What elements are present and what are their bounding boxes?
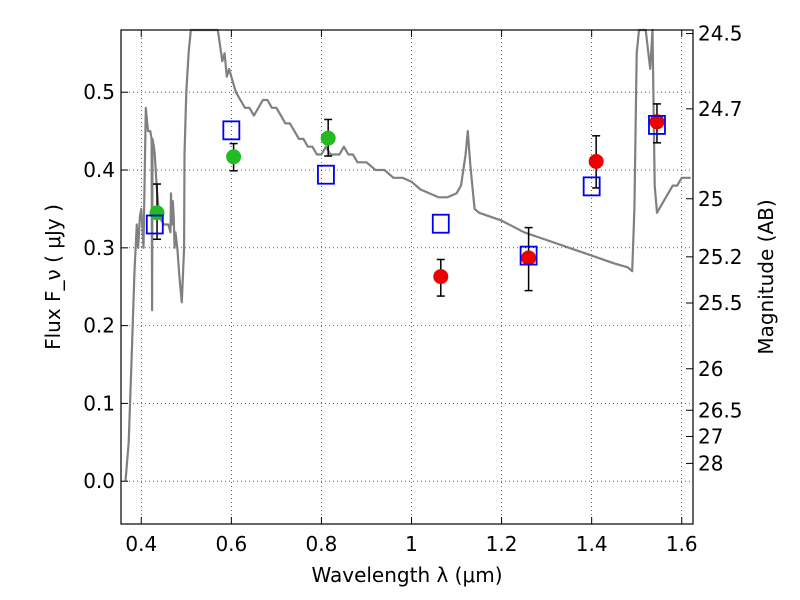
data-point-square [222, 120, 241, 141]
magnitude-tick-label: 26.5 [698, 398, 743, 422]
right-axis-label: Magnitude (AB) [754, 199, 778, 354]
x-axis-ticks: 0.4 0.6 0.8 1 1.2 1.4 1.6 [125, 30, 698, 556]
data-point-square [519, 245, 538, 266]
magnitude-tick-label: 25 [698, 187, 723, 211]
magnitude-tick-label: 26 [698, 357, 723, 381]
data-point-circle [226, 149, 242, 165]
y-axis-title: Flux F_ν ( μJy ) [41, 204, 65, 350]
spectrum-line [124, 28, 691, 482]
plot-frame [120, 29, 694, 525]
x-axis-label: Wavelength λ (μm) [311, 563, 502, 587]
y-tick-label: 0.4 [83, 158, 115, 182]
grid [121, 30, 693, 524]
data-point-square [145, 214, 164, 235]
magnitude-tick-label: 25.2 [698, 245, 743, 269]
y-axis-ticks: 0.0 0.1 0.2 0.3 0.4 0.5 [83, 80, 128, 493]
y-axis-label: Flux F_ν ( μJy ) [41, 204, 65, 350]
x-tick-label: 1 [405, 532, 418, 556]
y-tick-label: 0.0 [83, 469, 115, 493]
data-point-square [582, 176, 601, 197]
y-tick-label: 0.1 [83, 391, 115, 415]
data-point-square [431, 213, 450, 234]
data-point-circle [320, 130, 336, 146]
x-tick-label: 0.8 [306, 532, 338, 556]
error-bars [153, 103, 661, 297]
magnitude-tick-label: 25.5 [698, 291, 743, 315]
data-point-circle [521, 250, 537, 266]
data-point-circle [149, 205, 165, 221]
data-points [145, 114, 666, 285]
model-spectrum [124, 28, 691, 482]
x-tick-label: 0.6 [215, 532, 247, 556]
data-point-circle [588, 153, 604, 169]
magnitude-tick-label: 27 [698, 424, 723, 448]
x-tick-label: 0.4 [125, 532, 157, 556]
x-tick-label: 1.4 [576, 532, 608, 556]
magnitude-tick-label: 24.5 [698, 22, 743, 46]
x-axis-title: Wavelength λ (μm) [311, 563, 502, 587]
y-tick-label: 0.2 [83, 314, 115, 338]
magnitude-axis-ticks: 24.5 24.7 25 25.2 25.5 26 26.527 28 [686, 22, 743, 475]
x-tick-label: 1.6 [666, 532, 698, 556]
data-point-circle [649, 114, 665, 130]
y-tick-label: 0.5 [83, 80, 115, 104]
y-tick-label: 0.3 [83, 236, 115, 260]
data-point-square [648, 115, 666, 135]
data-point-square [317, 164, 335, 185]
magnitude-tick-label: 28 [698, 451, 723, 475]
data-point-circle [433, 269, 449, 285]
magnitude-tick-label: 24.7 [698, 97, 743, 121]
x-tick-label: 1.2 [486, 532, 518, 556]
magnitude-axis-title: Magnitude (AB) [754, 199, 778, 354]
